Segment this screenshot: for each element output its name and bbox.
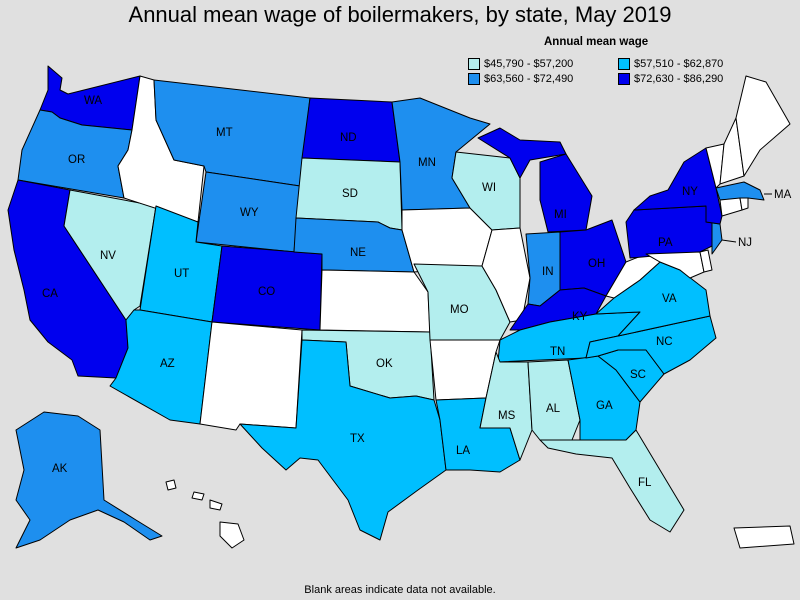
label-tx: TX: [350, 433, 365, 445]
legend: Annual mean wage $45,790 - $57,200 $57,5…: [468, 36, 768, 85]
state-me[interactable]: [735, 75, 791, 177]
territory-pr[interactable]: [733, 525, 795, 549]
state-nd[interactable]: [301, 97, 401, 163]
label-pa: PA: [658, 237, 673, 249]
legend-label-3: $63,560 - $72,490: [484, 73, 574, 85]
state-hi[interactable]: [165, 479, 245, 549]
nj-leader-line: [721, 239, 737, 243]
state-ks[interactable]: [319, 269, 431, 333]
state-ma[interactable]: [715, 181, 765, 201]
map-title: Annual mean wage of boilermakers, by sta…: [128, 2, 672, 27]
label-ut: UT: [174, 268, 189, 280]
legend-item-4: $72,630 - $86,290: [618, 73, 768, 85]
label-mo: MO: [450, 304, 469, 316]
label-sd: SD: [342, 188, 358, 200]
legend-swatch-3: [468, 73, 480, 85]
legend-item-1: $45,790 - $57,200: [468, 58, 618, 70]
state-de[interactable]: [699, 249, 713, 273]
state-nc[interactable]: [585, 315, 717, 375]
legend-swatch-4: [618, 73, 630, 85]
label-fl: FL: [638, 477, 652, 489]
label-mt: MT: [216, 127, 233, 139]
label-va: VA: [662, 293, 677, 305]
label-ne: NE: [350, 247, 366, 259]
label-nv: NV: [100, 250, 116, 262]
legend-title: Annual mean wage: [544, 36, 649, 48]
label-wi: WI: [482, 182, 496, 194]
label-al: AL: [546, 403, 561, 415]
state-nm[interactable]: [199, 321, 303, 431]
label-oh: OH: [588, 258, 605, 270]
legend-item-3: $63,560 - $72,490: [468, 73, 618, 85]
label-az: AZ: [160, 358, 175, 370]
label-ga: GA: [596, 400, 613, 412]
state-ak[interactable]: [15, 411, 163, 549]
label-tn: TN: [550, 346, 565, 358]
label-ky: KY: [572, 311, 588, 323]
legend-swatch-2: [618, 58, 630, 70]
label-or: OR: [68, 154, 85, 166]
label-wa: WA: [84, 95, 102, 107]
label-sc: SC: [630, 369, 646, 381]
label-ok: OK: [376, 358, 393, 370]
label-co: CO: [258, 286, 275, 298]
legend-label-4: $72,630 - $86,290: [634, 73, 724, 85]
state-pa[interactable]: [625, 205, 713, 259]
legend-label-2: $57,510 - $62,870: [634, 58, 724, 70]
footnote: Blank areas indicate data not available.: [304, 584, 496, 596]
label-nd: ND: [340, 132, 357, 144]
state-labels: WA OR CA NV MT WY UT CO AZ ND SD NE OK T…: [42, 95, 792, 489]
label-nj: NJ: [738, 237, 752, 249]
label-ca: CA: [42, 288, 58, 300]
state-fl[interactable]: [539, 429, 685, 533]
label-ak: AK: [52, 463, 68, 475]
state-ri[interactable]: [739, 197, 749, 211]
label-in: IN: [542, 266, 554, 278]
label-nc: NC: [656, 336, 673, 348]
state-tx[interactable]: [239, 339, 447, 541]
label-ma: MA: [774, 189, 792, 201]
label-wy: WY: [240, 207, 259, 219]
label-ms: MS: [498, 410, 516, 422]
label-mn: MN: [418, 157, 436, 169]
state-ct[interactable]: [719, 197, 743, 217]
label-la: LA: [456, 445, 470, 457]
state-ia[interactable]: [401, 207, 493, 273]
label-mi: MI: [554, 209, 567, 221]
legend-swatch-1: [468, 58, 480, 70]
label-ny: NY: [682, 186, 698, 198]
legend-label-1: $45,790 - $57,200: [484, 58, 574, 70]
legend-item-2: $57,510 - $62,870: [618, 58, 768, 70]
